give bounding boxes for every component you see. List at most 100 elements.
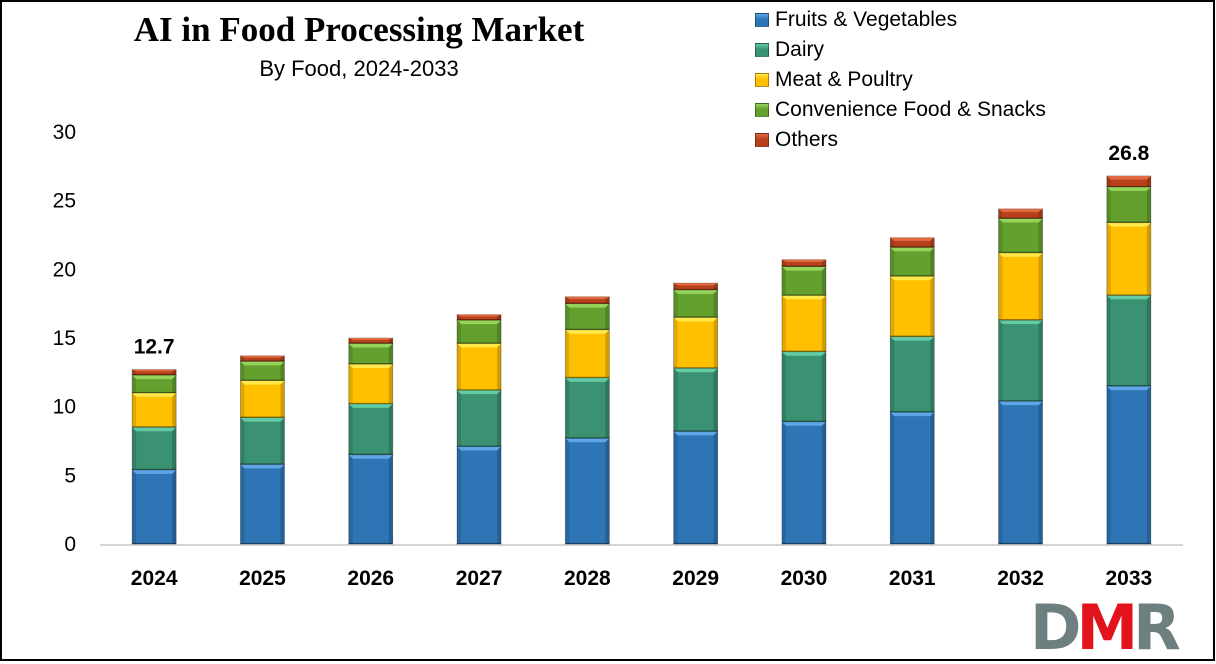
bar-bevel-right <box>1146 386 1151 544</box>
bar-segment-dairy-2030 <box>781 351 827 423</box>
bar-bevel-right <box>821 295 826 352</box>
bar-segment-fill <box>348 403 394 456</box>
bar-stack-2033 <box>1106 175 1152 545</box>
bar-bevel-right <box>930 412 935 544</box>
bar-segment-fill <box>998 400 1043 545</box>
bar-segment-dairy-2024 <box>131 426 177 471</box>
bar-bevel-left <box>998 208 1003 219</box>
bar-segment-dairy-2027 <box>456 389 502 447</box>
bar-segment-fill <box>673 316 719 369</box>
bar-segment-dairy-2032 <box>998 319 1043 402</box>
bar-bevel-top <box>673 431 718 436</box>
legend-label: Others <box>775 128 839 151</box>
bar-segment-dairy-2031 <box>889 336 935 413</box>
bar-bevel-top <box>890 412 935 417</box>
bar-bevel-left <box>457 446 462 544</box>
bar-bevel-right <box>1146 175 1151 187</box>
bar-stack-2027 <box>456 314 502 545</box>
x-tick-label-2026: 2026 <box>347 567 394 590</box>
bar-bevel-right <box>172 427 177 470</box>
bar-bevel-right <box>1146 222 1151 296</box>
bar-bevel-right <box>821 266 826 296</box>
legend-item-meat-and-poultry: Meat & Poultry <box>755 65 1046 95</box>
bar-bevel-top <box>348 343 393 348</box>
bar-bevel-left <box>998 252 1003 321</box>
bar-bevel-top <box>565 296 610 300</box>
bar-bevel-top <box>565 438 610 443</box>
bar-segment-fill <box>131 392 177 428</box>
bar-bevel-top <box>457 446 502 451</box>
bar-bevel-right <box>605 303 610 330</box>
data-labels: 12.7 26.8 <box>134 142 1150 359</box>
bar-bevel-left <box>890 237 895 248</box>
bar-bevel-left <box>132 375 137 393</box>
bar-bevel-right <box>1146 295 1151 387</box>
bar-bevel-right <box>821 421 826 544</box>
total-label-2033: 26.8 <box>1108 142 1149 165</box>
bar-bevel-right <box>497 343 502 391</box>
bar-bevel-top <box>781 259 826 263</box>
bar-bevel-top <box>132 427 177 432</box>
bar-segment-others-2028 <box>564 296 610 305</box>
bar-bevel-top <box>132 375 177 380</box>
dmr-logo: DMR <box>1030 596 1214 660</box>
x-tick-label-2024: 2024 <box>131 567 178 590</box>
bar-bevel-left <box>781 259 786 267</box>
bar-bevel-right <box>930 237 935 248</box>
bar-bevel-left <box>240 464 245 544</box>
bar-segment-fill <box>1106 222 1152 296</box>
bar-bevel-top <box>240 464 285 469</box>
logo-letter-d: D <box>1030 591 1082 664</box>
x-tick-label-2032: 2032 <box>997 567 1044 590</box>
bar-segment-fill <box>673 430 719 545</box>
logo-letter-r: R <box>1133 591 1181 664</box>
bar-bevel-left <box>240 380 245 418</box>
y-tick-label: 5 <box>64 464 76 487</box>
y-tick-label: 15 <box>53 327 76 350</box>
bar-bevel-right <box>605 296 610 304</box>
bar-bevel-right <box>497 320 502 344</box>
bar-bevel-left <box>1106 386 1111 544</box>
bar-bevel-top <box>673 368 718 373</box>
bar-segment-meat-and-poultry-2033 <box>1106 222 1152 296</box>
bar-bevel-right <box>1038 218 1043 253</box>
bar-stack-2028 <box>564 296 610 545</box>
bar-bevel-top <box>890 247 935 252</box>
bar-bevel-right <box>1038 401 1043 544</box>
bar-segment-convenience-food-and-snacks-2031 <box>889 246 935 277</box>
bar-bevel-left <box>890 336 895 413</box>
bar-stack-2031 <box>889 237 935 545</box>
bar-bevel-top <box>1106 386 1151 391</box>
bar-segment-meat-and-poultry-2032 <box>998 252 1043 321</box>
bar-segment-others-2026 <box>348 337 394 344</box>
bar-segment-meat-and-poultry-2030 <box>781 295 827 353</box>
legend-swatch-icon <box>755 43 769 57</box>
bar-bevel-top <box>781 266 826 271</box>
bar-stack-2025 <box>240 355 285 545</box>
bar-segment-fill <box>348 454 394 545</box>
bar-bevel-top <box>348 403 393 408</box>
bar-segment-fill <box>1106 385 1152 545</box>
bar-segment-fill <box>889 411 935 545</box>
bar-bevel-left <box>890 412 895 544</box>
bar-bevel-left <box>132 392 137 428</box>
bar-bevel-top <box>457 314 502 317</box>
bar-bevel-left <box>1106 222 1111 296</box>
bar-segment-fill <box>456 446 502 545</box>
total-label-2024: 12.7 <box>134 336 175 359</box>
y-tick-label: 30 <box>53 121 76 144</box>
legend-item-dairy: Dairy <box>755 35 1046 65</box>
legend-swatch-icon <box>755 73 769 87</box>
bar-segment-others-2032 <box>998 208 1043 219</box>
y-tick-label: 20 <box>53 258 76 281</box>
bar-segment-others-2024 <box>131 369 177 376</box>
bar-bevel-top <box>240 361 285 366</box>
bar-segment-fill <box>456 389 502 447</box>
bar-bevel-right <box>280 464 285 544</box>
bar-bevel-left <box>132 369 137 376</box>
bars <box>131 175 1152 545</box>
logo-letter-m: M <box>1076 591 1138 664</box>
bar-bevel-right <box>388 364 393 404</box>
bar-segment-fill <box>673 289 719 318</box>
